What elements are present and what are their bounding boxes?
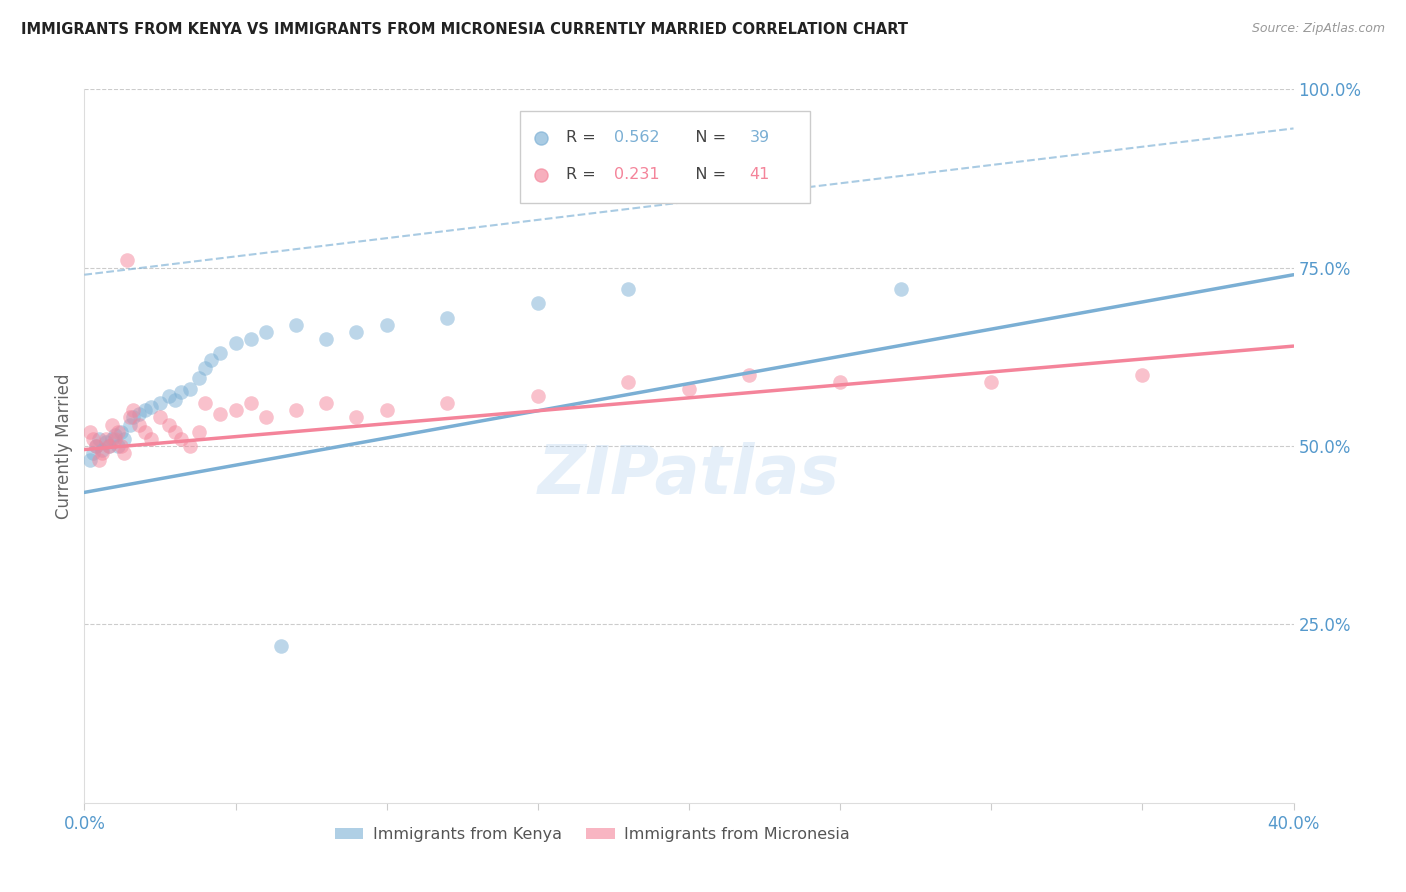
Point xyxy=(239,332,262,346)
Point xyxy=(97,439,120,453)
Point xyxy=(94,432,117,446)
Point xyxy=(149,396,172,410)
Legend: Immigrants from Kenya, Immigrants from Micronesia: Immigrants from Kenya, Immigrants from M… xyxy=(328,821,856,848)
Y-axis label: Currently Married: Currently Married xyxy=(55,373,73,519)
Text: R =: R = xyxy=(565,130,600,145)
Text: IMMIGRANTS FROM KENYA VS IMMIGRANTS FROM MICRONESIA CURRENTLY MARRIED CORRELATIO: IMMIGRANTS FROM KENYA VS IMMIGRANTS FROM… xyxy=(21,22,908,37)
Point xyxy=(89,453,111,467)
Point xyxy=(82,432,104,446)
Point xyxy=(188,371,211,385)
Point xyxy=(346,410,368,425)
Point xyxy=(346,325,368,339)
Point xyxy=(82,446,104,460)
Point xyxy=(112,446,135,460)
Point xyxy=(104,428,127,442)
Text: 0.562: 0.562 xyxy=(614,130,659,145)
Point xyxy=(110,439,132,453)
Point xyxy=(97,439,120,453)
Point xyxy=(1216,168,1239,182)
Text: 0.231: 0.231 xyxy=(614,168,659,182)
Point xyxy=(315,332,337,346)
Point xyxy=(79,453,101,467)
Text: R =: R = xyxy=(565,168,600,182)
Text: N =: N = xyxy=(681,168,731,182)
Point xyxy=(121,410,143,425)
Point xyxy=(149,410,172,425)
Point xyxy=(79,425,101,439)
Point xyxy=(738,175,761,189)
Point xyxy=(1216,130,1239,145)
Point xyxy=(254,410,277,425)
Point xyxy=(375,403,398,417)
Point xyxy=(118,410,141,425)
Point xyxy=(104,432,127,446)
Point xyxy=(179,439,201,453)
Point xyxy=(890,282,912,296)
Point xyxy=(980,375,1002,389)
Point xyxy=(209,407,232,421)
Point xyxy=(738,368,761,382)
Point xyxy=(157,389,180,403)
Point xyxy=(194,396,217,410)
Point xyxy=(678,382,700,396)
Point xyxy=(86,439,108,453)
Point xyxy=(107,425,129,439)
Point xyxy=(118,417,141,432)
Point xyxy=(1130,368,1153,382)
Point xyxy=(188,425,211,439)
Point xyxy=(128,407,150,421)
Point xyxy=(115,253,138,268)
Point xyxy=(91,442,114,457)
Point xyxy=(100,417,122,432)
Point xyxy=(375,318,398,332)
Point xyxy=(134,403,156,417)
Point xyxy=(225,403,247,417)
FancyBboxPatch shape xyxy=(520,111,810,203)
Point xyxy=(170,385,193,400)
Point xyxy=(239,396,262,410)
Point xyxy=(436,396,458,410)
Point xyxy=(170,432,193,446)
Point xyxy=(165,425,187,439)
Point xyxy=(179,382,201,396)
Point xyxy=(200,353,222,368)
Text: N =: N = xyxy=(681,130,731,145)
Text: 39: 39 xyxy=(749,130,769,145)
Point xyxy=(134,425,156,439)
Point xyxy=(121,403,143,417)
Point xyxy=(89,432,111,446)
Point xyxy=(128,417,150,432)
Point xyxy=(209,346,232,360)
Text: 41: 41 xyxy=(749,168,769,182)
Point xyxy=(194,360,217,375)
Point xyxy=(139,400,162,414)
Point xyxy=(225,335,247,350)
Point xyxy=(527,296,550,310)
Point xyxy=(157,417,180,432)
Point xyxy=(617,375,640,389)
Point xyxy=(830,375,852,389)
Point xyxy=(165,392,187,407)
Point xyxy=(94,435,117,450)
Point xyxy=(285,318,308,332)
Point xyxy=(270,639,292,653)
Point xyxy=(436,310,458,325)
Point xyxy=(86,439,108,453)
Point xyxy=(112,432,135,446)
Point xyxy=(285,403,308,417)
Point xyxy=(91,446,114,460)
Point xyxy=(110,425,132,439)
Point xyxy=(254,325,277,339)
Point xyxy=(527,389,550,403)
Point xyxy=(139,432,162,446)
Text: ZIPatlas: ZIPatlas xyxy=(538,442,839,508)
Point xyxy=(315,396,337,410)
Point xyxy=(617,282,640,296)
Point xyxy=(107,439,129,453)
Text: Source: ZipAtlas.com: Source: ZipAtlas.com xyxy=(1251,22,1385,36)
Point xyxy=(100,432,122,446)
